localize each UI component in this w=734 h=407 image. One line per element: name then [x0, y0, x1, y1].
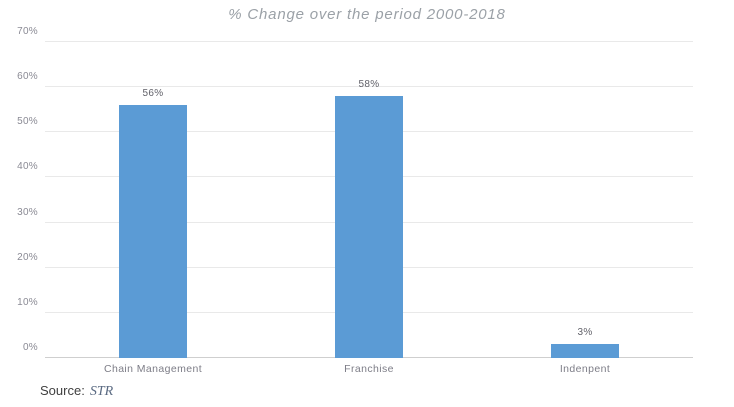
category-label: Franchise [344, 363, 394, 375]
y-tick-label: 60% [17, 71, 38, 83]
bar-value-label: 56% [142, 88, 164, 99]
bar [119, 105, 187, 358]
bar [551, 344, 619, 358]
y-tick-label: 40% [17, 161, 38, 173]
y-tick-label: 30% [17, 206, 38, 218]
gridline [45, 86, 693, 88]
y-tick-label: 10% [17, 296, 38, 308]
gridline [45, 41, 693, 42]
y-tick-label: 20% [17, 251, 38, 263]
source-label: Source: [40, 383, 85, 398]
category-label: Chain Management [103, 363, 203, 375]
y-tick-label: 0% [22, 342, 38, 353]
source-note: Source: STR [40, 383, 113, 400]
y-tick-label: 70% [17, 26, 38, 37]
bar-value-label: 3% [577, 327, 593, 338]
bar-value-label: 58% [358, 79, 380, 90]
chart-title: % Change over the period 2000-2018 [228, 6, 506, 23]
bar [335, 96, 403, 358]
source-value: STR [89, 384, 114, 399]
category-label: Indenpent [559, 363, 611, 375]
y-tick-label: 50% [17, 116, 38, 128]
